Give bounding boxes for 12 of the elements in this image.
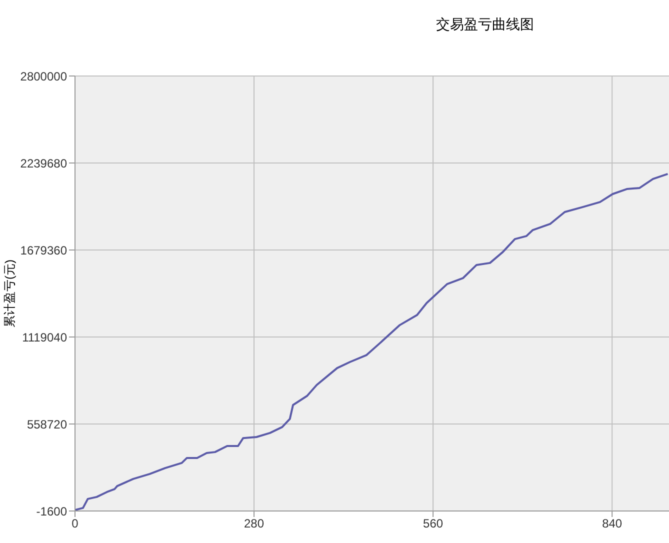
y-tick-label: 1679360 [20, 243, 68, 258]
x-tick-label: 0 [72, 516, 79, 531]
y-tick-label: 2800000 [20, 69, 68, 84]
x-tick-label: 840 [602, 516, 622, 531]
y-tick-label: 2239680 [20, 156, 68, 170]
chart-title: 交易盈亏曲线图 [435, 16, 535, 34]
x-tick-label: 280 [244, 516, 264, 531]
y-tick-label: 558720 [26, 417, 68, 432]
y-tick-label: 1119040 [22, 330, 68, 344]
y-axis-title: 累计盈亏(元) [2, 260, 16, 328]
y-tick-label: -1600 [36, 504, 68, 518]
x-tick-label: 560 [423, 516, 444, 531]
